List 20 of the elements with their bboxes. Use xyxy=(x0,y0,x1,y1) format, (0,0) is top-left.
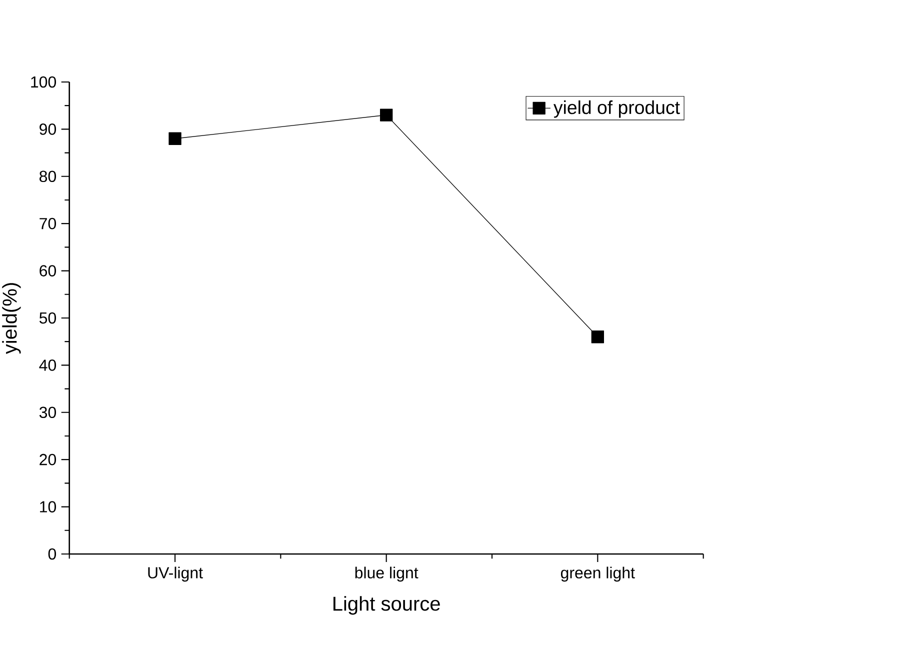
y-tick-label: 10 xyxy=(40,501,56,512)
y-tick-label: 90 xyxy=(40,124,56,135)
y-tick-label: 0 xyxy=(48,548,56,560)
y-axis-title: yield(%) xyxy=(2,283,21,354)
x-tick-label: blue lignt xyxy=(355,566,418,582)
y-tick-label: 30 xyxy=(39,406,56,418)
point xyxy=(591,330,604,344)
point xyxy=(380,108,393,122)
x-tick-label: UV-lignt xyxy=(148,566,203,582)
legend-label: yield of product xyxy=(554,100,680,118)
x-tick-label: green light xyxy=(560,566,635,582)
x-axis-title: Light source xyxy=(333,596,440,615)
y-tick-label: 20 xyxy=(40,454,56,466)
point xyxy=(168,132,182,145)
y-tick-label: 60 xyxy=(40,265,56,276)
y-tick-label: 80 xyxy=(40,170,56,182)
y-tick-label: 50 xyxy=(39,312,56,324)
y-tick-label: 40 xyxy=(39,360,56,371)
y-tick-label: 100 xyxy=(31,76,56,88)
y-tick-label: 70 xyxy=(40,218,56,230)
